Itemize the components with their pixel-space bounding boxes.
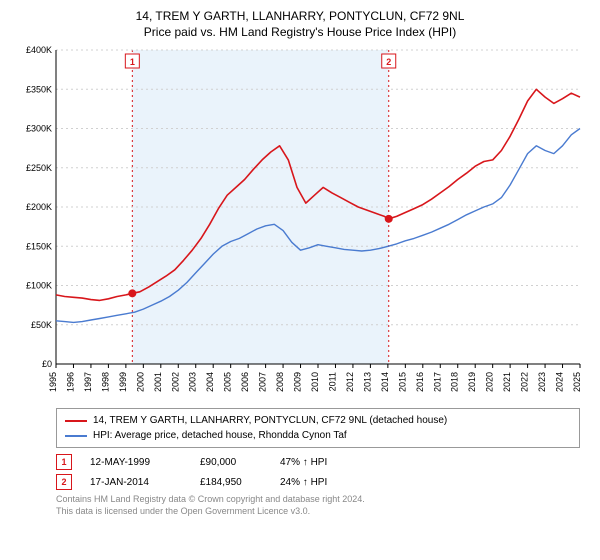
svg-text:2004: 2004	[205, 372, 215, 392]
marker-price: £90,000	[200, 457, 280, 468]
svg-text:£350K: £350K	[26, 85, 52, 95]
svg-text:2001: 2001	[153, 372, 163, 392]
legend: 14, TREM Y GARTH, LLANHARRY, PONTYCLUN, …	[56, 408, 580, 448]
marker-date: 12-MAY-1999	[90, 457, 200, 468]
price-chart: £0 £50K £100K £150K £200K £250K £300K £350K £400…	[10, 44, 590, 404]
svg-text:2006: 2006	[240, 372, 250, 392]
svg-text:2010: 2010	[310, 372, 320, 392]
chart-svg: £0 £50K £100K £150K £200K £250K £300K £350K £400…	[10, 44, 590, 404]
svg-text:2013: 2013	[362, 372, 372, 392]
svg-text:2017: 2017	[432, 372, 442, 392]
svg-text:£300K: £300K	[26, 124, 52, 134]
svg-text:2018: 2018	[450, 372, 460, 392]
svg-text:£50K: £50K	[31, 320, 52, 330]
svg-text:2024: 2024	[555, 372, 565, 392]
legend-item: HPI: Average price, detached house, Rhon…	[65, 428, 571, 443]
svg-text:2015: 2015	[397, 372, 407, 392]
svg-text:2023: 2023	[537, 372, 547, 392]
svg-text:2020: 2020	[485, 372, 495, 392]
svg-text:2009: 2009	[293, 372, 303, 392]
svg-text:2025: 2025	[572, 372, 582, 392]
svg-text:2011: 2011	[327, 372, 337, 391]
footer-attribution: Contains HM Land Registry data © Crown c…	[56, 494, 590, 517]
marker-date: 17-JAN-2014	[90, 477, 200, 488]
sale-marker-table: 1 12-MAY-1999£90,00047% ↑ HPI 2 17-JAN-2014…	[56, 454, 590, 490]
svg-text:2016: 2016	[415, 372, 425, 392]
svg-text:£400K: £400K	[26, 45, 52, 55]
sale-marker-row: 2 17-JAN-2014£184,95024% ↑ HPI	[56, 474, 590, 490]
marker-price: £184,950	[200, 477, 280, 488]
svg-text:2014: 2014	[380, 372, 390, 392]
svg-text:1996: 1996	[65, 372, 75, 392]
svg-text:1997: 1997	[83, 372, 93, 392]
legend-label: HPI: Average price, detached house, Rhon…	[93, 428, 347, 443]
chart-title: 14, TREM Y GARTH, LLANHARRY, PONTYCLUN, …	[10, 8, 590, 40]
svg-text:1999: 1999	[118, 372, 128, 392]
svg-text:2002: 2002	[170, 372, 180, 392]
svg-text:1: 1	[130, 57, 135, 67]
marker-badge: 1	[56, 454, 72, 470]
svg-text:2003: 2003	[188, 372, 198, 392]
legend-label: 14, TREM Y GARTH, LLANHARRY, PONTYCLUN, …	[93, 413, 447, 428]
svg-text:1995: 1995	[48, 372, 58, 392]
legend-item: 14, TREM Y GARTH, LLANHARRY, PONTYCLUN, …	[65, 413, 571, 428]
legend-swatch	[65, 435, 87, 437]
svg-text:2005: 2005	[223, 372, 233, 392]
svg-text:£100K: £100K	[26, 281, 52, 291]
legend-swatch	[65, 420, 87, 422]
title-line1: 14, TREM Y GARTH, LLANHARRY, PONTYCLUN, …	[10, 8, 590, 24]
svg-text:2019: 2019	[467, 372, 477, 392]
svg-text:2000: 2000	[135, 372, 145, 392]
marker-diff: 24% ↑ HPI	[280, 477, 370, 488]
sale-marker-row: 1 12-MAY-1999£90,00047% ↑ HPI	[56, 454, 590, 470]
svg-text:1998: 1998	[100, 372, 110, 392]
svg-text:2012: 2012	[345, 372, 355, 392]
svg-text:2: 2	[386, 57, 391, 67]
svg-text:2007: 2007	[258, 372, 268, 392]
svg-text:£250K: £250K	[26, 163, 52, 173]
svg-text:£200K: £200K	[26, 202, 52, 212]
svg-text:£0: £0	[42, 359, 52, 369]
footer-line2: This data is licensed under the Open Gov…	[56, 506, 590, 518]
title-line2: Price paid vs. HM Land Registry's House …	[10, 24, 590, 40]
marker-diff: 47% ↑ HPI	[280, 457, 370, 468]
marker-badge: 2	[56, 474, 72, 490]
svg-text:£150K: £150K	[26, 242, 52, 252]
svg-text:2008: 2008	[275, 372, 285, 392]
footer-line1: Contains HM Land Registry data © Crown c…	[56, 494, 590, 506]
svg-text:2021: 2021	[502, 372, 512, 392]
svg-text:2022: 2022	[520, 372, 530, 392]
